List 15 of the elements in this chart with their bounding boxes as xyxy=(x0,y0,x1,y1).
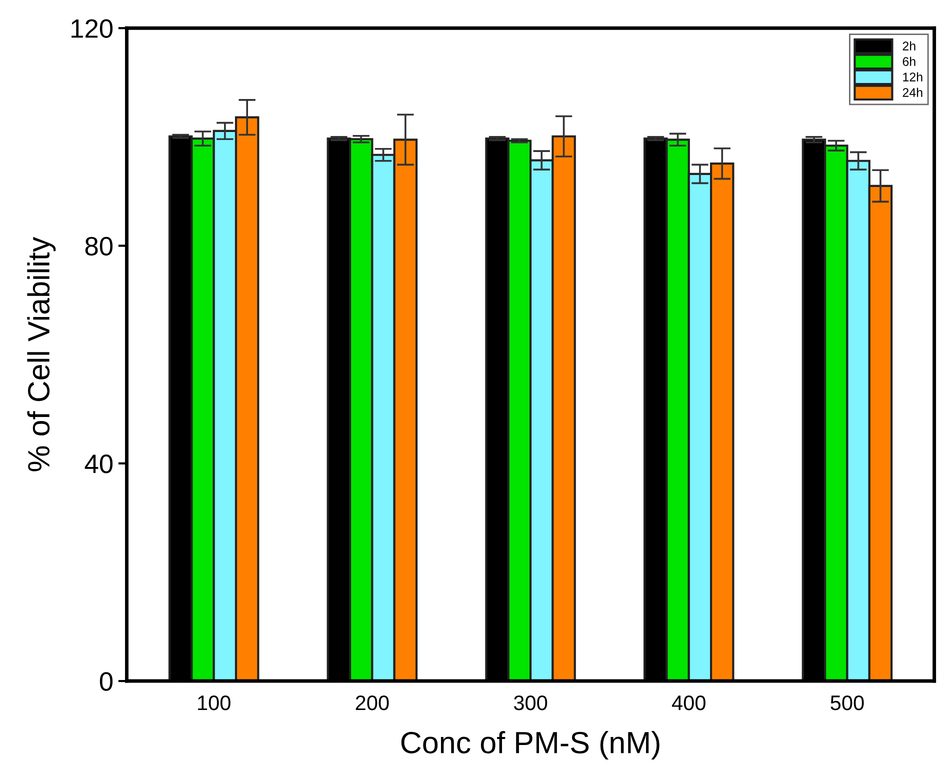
legend-label: 2h xyxy=(902,41,916,50)
legend-label: 12h xyxy=(903,72,922,82)
legend-label: 6h xyxy=(902,56,916,66)
legend-label: 24h xyxy=(902,88,922,97)
y-tick-label: 40 xyxy=(84,454,113,474)
x-axis-title: Conc of PM-S (nM) xyxy=(401,731,660,760)
x-tick-label: 400 xyxy=(672,695,706,710)
y-tick-label: 80 xyxy=(85,236,113,256)
x-tick-label: 200 xyxy=(356,695,389,710)
y-axis-title: % of Cell Viability xyxy=(27,236,56,472)
x-tick-label: 300 xyxy=(514,695,548,710)
y-tick-label: 0 xyxy=(100,672,113,691)
x-tick-label: 100 xyxy=(198,695,230,710)
y-tick-label: 120 xyxy=(72,19,113,38)
x-tick-label: 500 xyxy=(830,695,864,710)
